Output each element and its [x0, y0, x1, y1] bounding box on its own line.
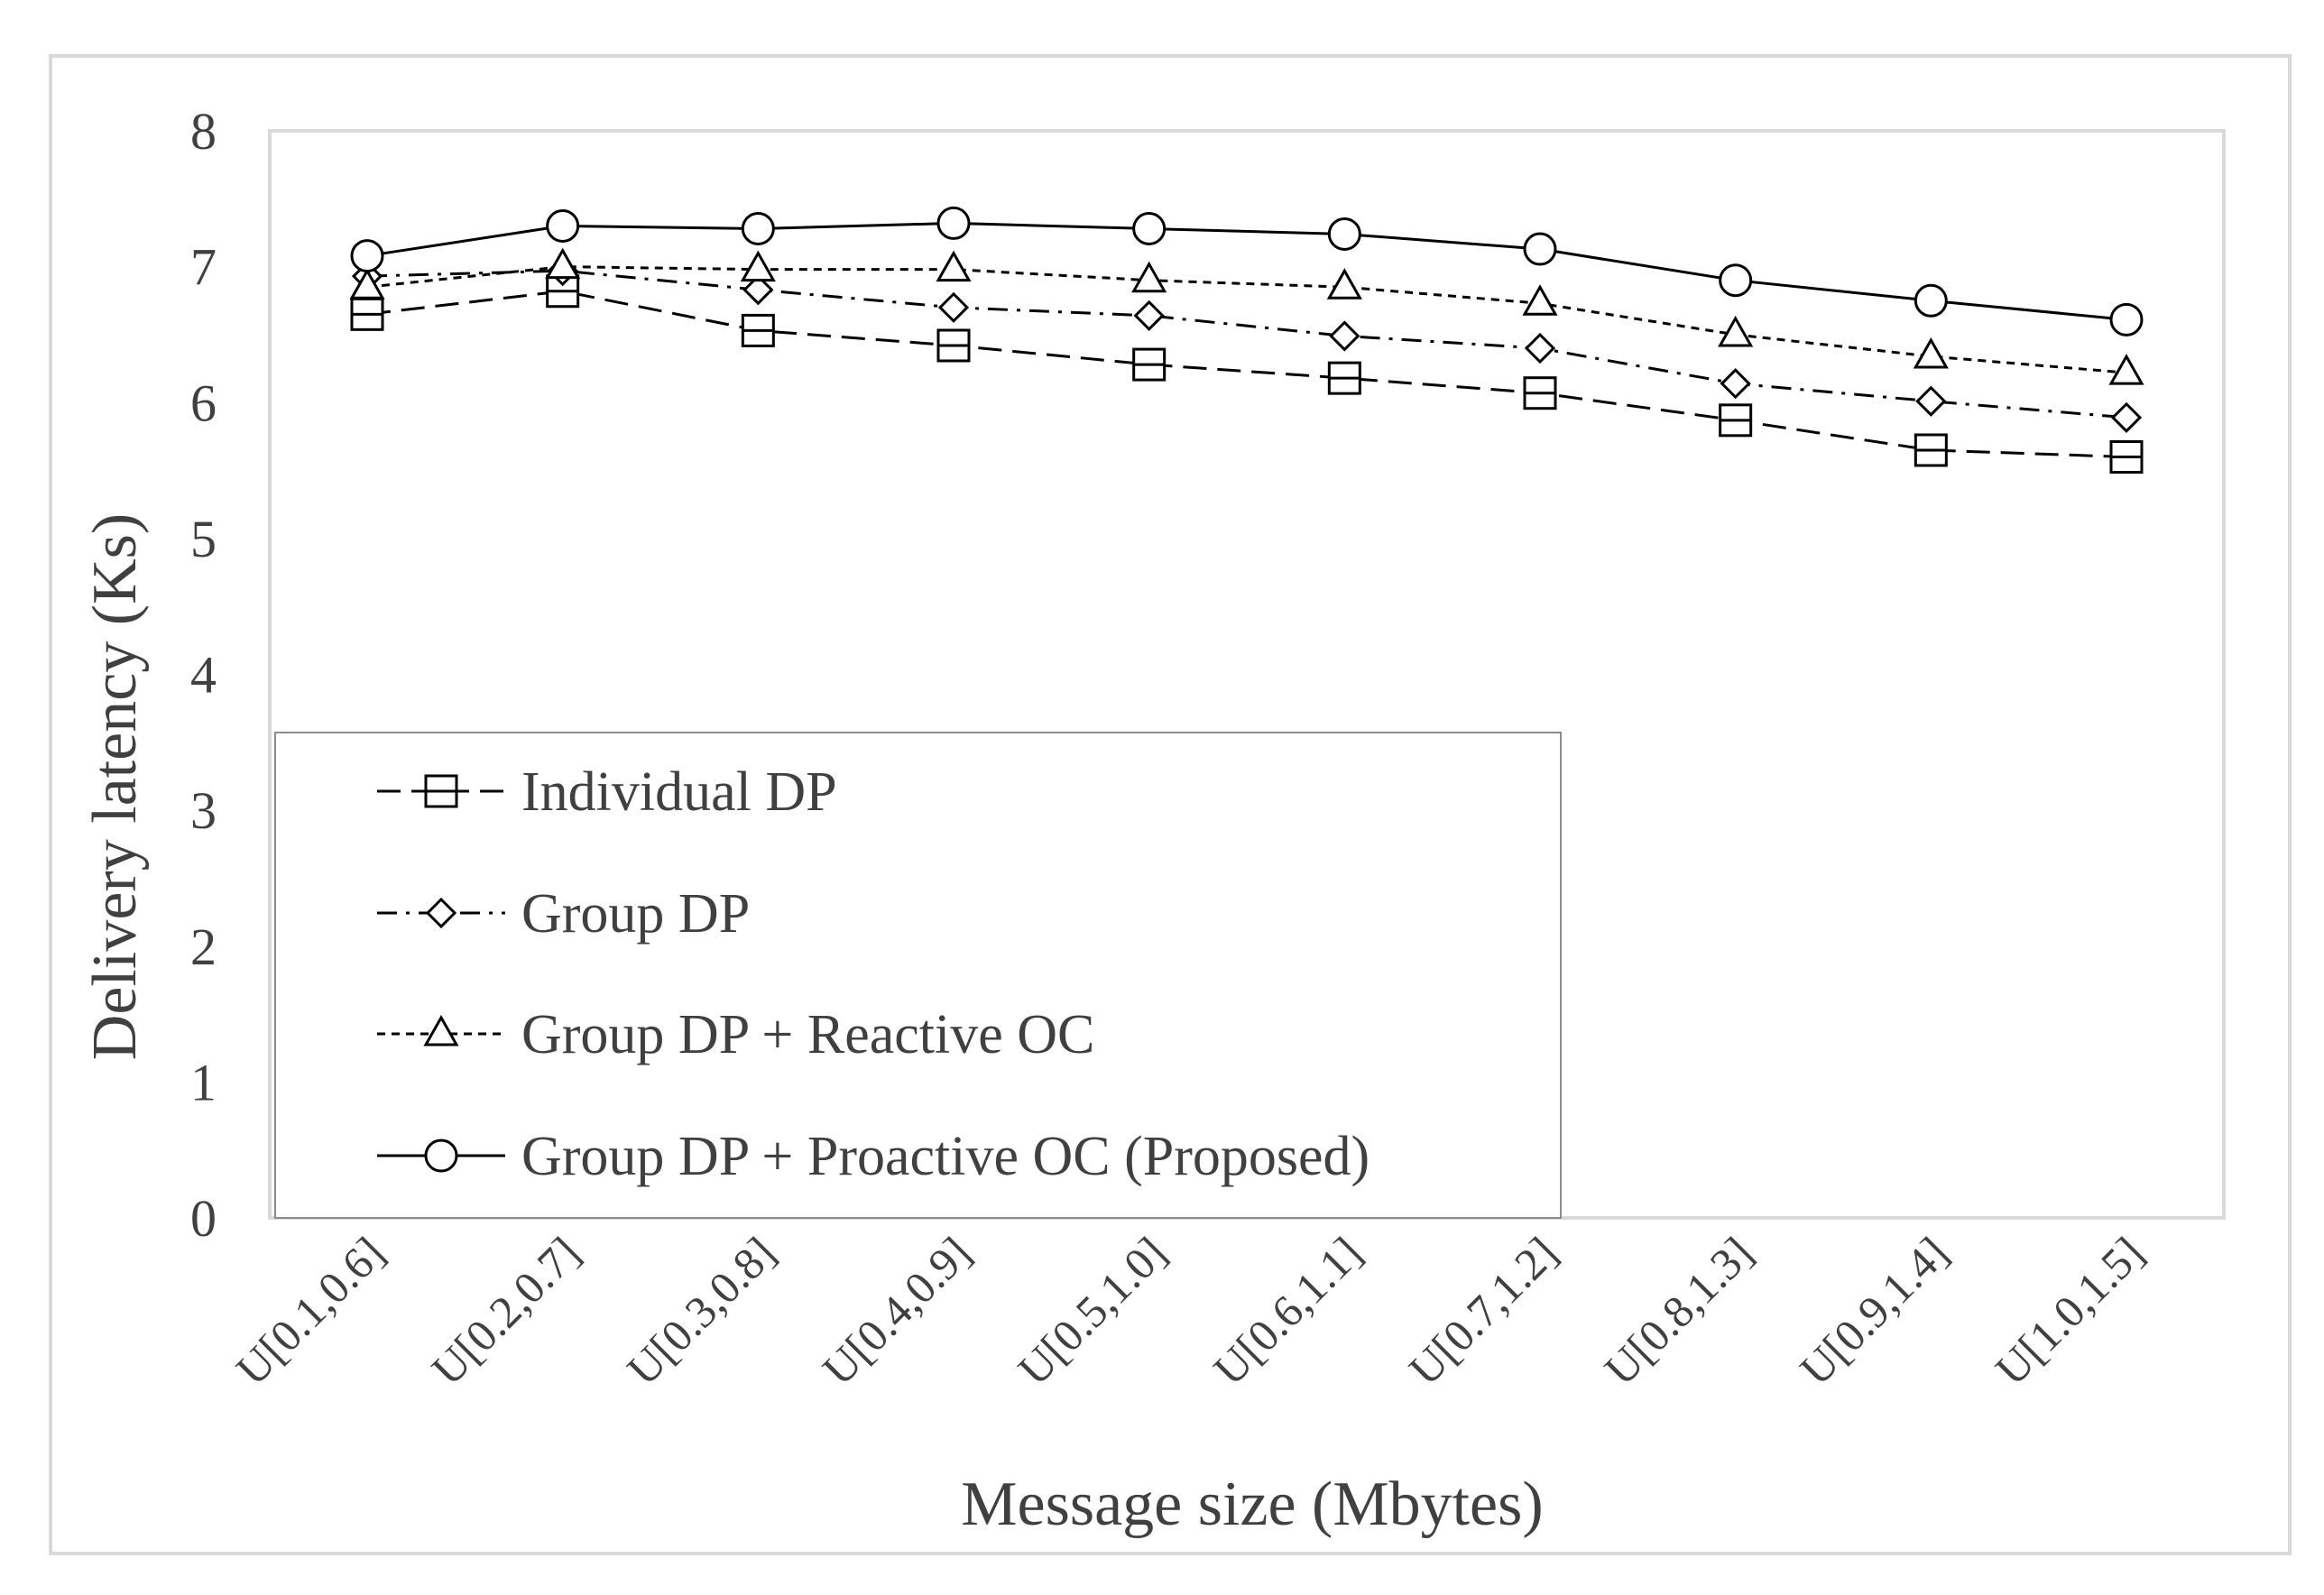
x-tick-label: U[0.1,0.6] [226, 1227, 394, 1395]
x-tick-label: U[0.8,1.3] [1595, 1227, 1763, 1395]
y-tick-label: 0 [190, 1189, 217, 1248]
data-point-triangle [545, 247, 581, 280]
data-point-triangle [1913, 337, 1949, 369]
series-line [366, 265, 2127, 374]
data-point-diamond [1329, 320, 1360, 352]
data-point-triangle [1522, 284, 1558, 316]
data-point-circle [1914, 283, 1948, 318]
data-point-diamond [742, 274, 774, 306]
data-point-diamond [1524, 332, 1556, 364]
x-tick-label: U[0.7,1.2] [1399, 1227, 1567, 1395]
data-point-circle [1327, 217, 1361, 251]
data-point-circle [936, 206, 971, 240]
series-layer [349, 206, 2144, 474]
legend-box [274, 732, 1562, 1219]
series-square [350, 274, 2144, 474]
y-tick-label: 5 [190, 510, 217, 568]
legend-label: Individual DP [521, 761, 837, 823]
x-tick-label: U[1.0,1.5] [1986, 1227, 2153, 1395]
data-point-circle [741, 211, 775, 245]
data-point-circle [350, 239, 384, 273]
y-tick-label: 2 [190, 917, 217, 976]
y-tick-label: 4 [190, 646, 217, 705]
y-tick-label: 1 [190, 1053, 217, 1111]
legend-marker-circle [424, 1139, 458, 1173]
y-axis: 0 1 2 3 4 5 6 7 8 [190, 102, 217, 1248]
data-point-triangle [1131, 261, 1167, 293]
series-line [366, 269, 2127, 419]
legend-marker-triangle [423, 1014, 459, 1046]
x-tick-label: U[0.5,1.0] [1009, 1227, 1176, 1395]
y-tick-label: 6 [190, 373, 217, 432]
y-axis-title: Delivery latency (Ks) [80, 513, 150, 1060]
legend-item: Individual DP [377, 761, 837, 823]
x-tick-label: U[0.3,0.8] [617, 1227, 785, 1395]
legend-item: Group DP + Proactive OC (Proposed) [377, 1126, 1370, 1187]
x-axis: U[0.1,0.6] U[0.2,0.7] U[0.3,0.8] U[0.4,0.9]… [226, 1227, 2153, 1395]
data-point-diamond [1720, 368, 1751, 400]
data-point-circle [2109, 302, 2144, 337]
series-triangle [349, 247, 2144, 385]
data-point-diamond [937, 291, 970, 323]
data-point-triangle [936, 250, 972, 282]
legend-label: Group DP + Reactive OC [521, 1004, 1094, 1065]
data-point-circle [1719, 263, 1753, 298]
y-tick-label: 7 [190, 238, 217, 297]
x-tick-label: U[0.6,1.1] [1204, 1227, 1371, 1395]
x-tick-label: U[0.9,1.4] [1790, 1227, 1958, 1395]
series-diamond [351, 255, 2143, 433]
data-point-diamond [1133, 300, 1165, 331]
data-point-triangle [349, 268, 385, 300]
data-point-triangle [1326, 268, 1362, 300]
series-line [366, 221, 2127, 321]
x-tick-label: U[0.4,0.9] [813, 1227, 981, 1395]
y-tick-label: 8 [190, 102, 217, 161]
x-axis-title: Message size (Mbytes) [961, 1470, 1543, 1539]
data-point-circle [1132, 211, 1167, 245]
data-point-circle [1523, 232, 1557, 266]
series-circle [350, 206, 2144, 337]
legend-label: Group DP [521, 883, 750, 945]
series-line [366, 290, 2127, 458]
data-point-triangle [740, 250, 776, 282]
data-point-diamond [2110, 401, 2143, 433]
legend: Individual DP Group DP Group DP + Reactive… [274, 732, 1562, 1219]
data-point-triangle [1718, 315, 1754, 347]
data-point-circle [546, 208, 580, 243]
legend-label: Group DP + Proactive OC (Proposed) [521, 1126, 1370, 1187]
x-tick-label: U[0.2,0.7] [422, 1227, 590, 1395]
data-point-diamond [1915, 385, 1947, 417]
y-tick-label: 3 [190, 781, 217, 840]
legend-item: Group DP [377, 883, 750, 945]
data-point-triangle [2108, 354, 2144, 385]
legend-marker-diamond [425, 897, 457, 929]
legend-item: Group DP + Reactive OC [377, 1004, 1094, 1065]
